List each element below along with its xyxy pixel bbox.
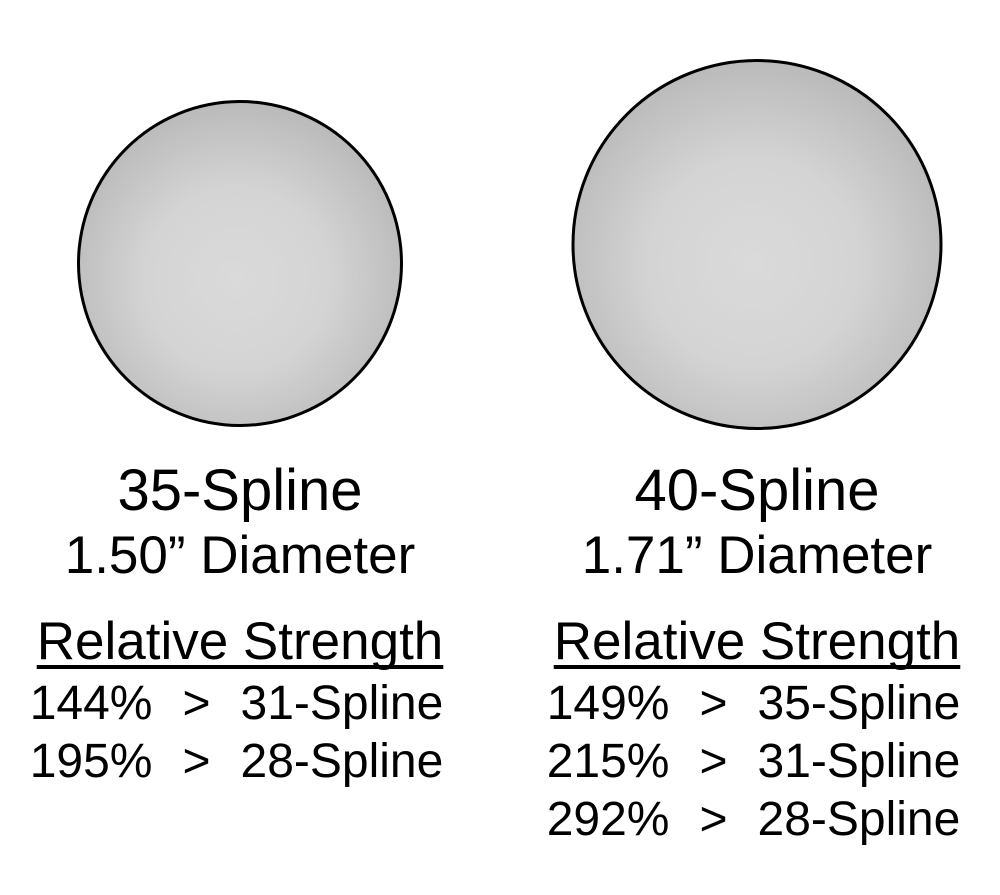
relative-strength-header-40: Relative Strength — [532, 615, 982, 668]
strength-versus-label: 35-Spline — [757, 677, 961, 730]
strength-versus-label: 31-Spline — [240, 677, 444, 730]
axle-cross-section-circle-40 — [571, 59, 943, 430]
strength-row: 144% > 31-Spline — [15, 675, 465, 733]
greater-than-symbol: > — [182, 677, 211, 730]
diameter-label-35: 1.50” Diameter — [64, 526, 416, 585]
strength-row: 195% > 28-Spline — [15, 733, 465, 791]
greater-than-symbol: > — [699, 793, 728, 846]
spline-title-40: 40-Spline — [634, 458, 880, 523]
strength-percent: 144% — [29, 677, 153, 730]
greater-than-symbol: > — [182, 735, 211, 788]
strength-row: 149% > 35-Spline — [532, 675, 982, 733]
relative-strength-header-text: Relative Strength — [36, 612, 444, 671]
strength-percent: 149% — [546, 677, 670, 730]
strength-table-35: 144% > 31-Spline 195% > 28-Spline — [15, 675, 465, 791]
strength-versus-label: 28-Spline — [240, 735, 444, 788]
strength-percent: 215% — [546, 735, 670, 788]
spline-column-40: 40-Spline 1.71” Diameter Relative Streng… — [532, 0, 982, 895]
greater-than-symbol: > — [699, 677, 728, 730]
strength-percent: 292% — [546, 793, 670, 846]
greater-than-symbol: > — [699, 735, 728, 788]
strength-versus-label: 31-Spline — [757, 735, 961, 788]
strength-percent: 195% — [29, 735, 153, 788]
diameter-label-40: 1.71” Diameter — [581, 526, 933, 585]
relative-strength-header-text: Relative Strength — [553, 612, 961, 671]
spline-title-35: 35-Spline — [117, 458, 363, 523]
relative-strength-header-35: Relative Strength — [15, 615, 465, 668]
strength-row: 215% > 31-Spline — [532, 733, 982, 791]
strength-row: 292% > 28-Spline — [532, 791, 982, 849]
axle-cross-section-circle-35 — [77, 100, 403, 427]
strength-table-40: 149% > 35-Spline 215% > 31-Spline 292% >… — [532, 675, 982, 849]
spline-column-35: 35-Spline 1.50” Diameter Relative Streng… — [15, 0, 465, 895]
strength-versus-label: 28-Spline — [757, 793, 961, 846]
